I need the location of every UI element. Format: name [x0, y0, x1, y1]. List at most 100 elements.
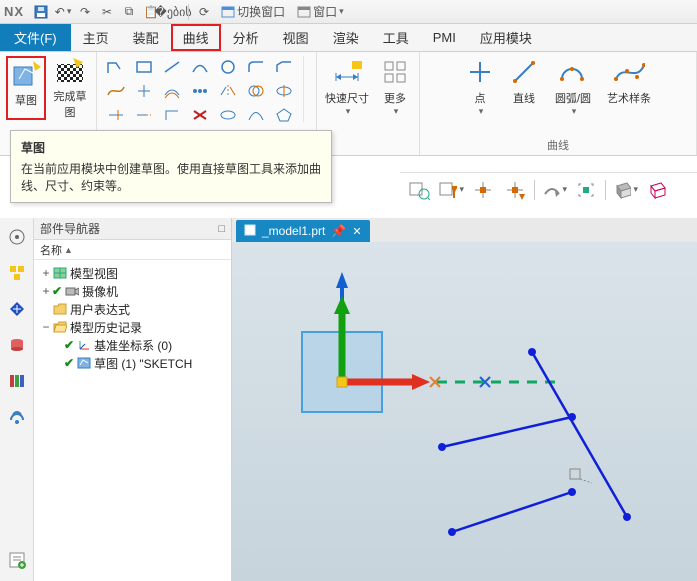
- rail-library-icon[interactable]: [4, 368, 30, 394]
- save-icon[interactable]: [32, 3, 50, 21]
- quick-dimension-label: 快速尺寸: [325, 90, 369, 106]
- tool-rectangle-icon[interactable]: [131, 56, 157, 78]
- art-spline-label: 艺术样条: [607, 90, 651, 106]
- menu-pmi[interactable]: PMI: [421, 24, 468, 51]
- rail-add-icon[interactable]: [4, 547, 30, 573]
- tree-model-views[interactable]: + 模型视图: [36, 264, 229, 282]
- menu-appmodule[interactable]: 应用模块: [468, 24, 544, 51]
- tool-pattern-icon[interactable]: [187, 80, 213, 102]
- cut-icon[interactable]: ✂: [98, 3, 116, 21]
- tool-mirror-icon[interactable]: [215, 80, 241, 102]
- sel-highlight-icon[interactable]: [470, 179, 496, 201]
- navigator-column-header[interactable]: 名称 ▲: [34, 240, 231, 260]
- redo-icon[interactable]: ↷: [76, 3, 94, 21]
- tree-label: 模型视图: [70, 265, 118, 282]
- menu-render[interactable]: 渲染: [321, 24, 371, 51]
- tool-profile-icon[interactable]: [103, 56, 129, 78]
- quick-dimension-button[interactable]: 快速尺寸▾: [323, 56, 371, 120]
- finish-sketch-icon: [54, 56, 86, 86]
- curve-group-label: 曲线: [547, 135, 569, 153]
- view-fit-icon[interactable]: [573, 179, 599, 201]
- arc-circle-button[interactable]: 圆弧/圆▾: [551, 56, 595, 120]
- view-orient-icon[interactable]: ▾: [541, 179, 567, 201]
- tree-sketch-item[interactable]: ✔ 草图 (1) "SKETCH: [36, 354, 229, 372]
- render-wireframe-icon[interactable]: [644, 179, 670, 201]
- toggle-window-button[interactable]: 切换窗口: [217, 3, 289, 21]
- tab-close-icon[interactable]: ✕: [352, 225, 361, 238]
- window-menu-button[interactable]: 窗口▾: [293, 3, 348, 21]
- tool-delete-icon[interactable]: [187, 104, 213, 126]
- props-icon[interactable]: �ების: [164, 3, 182, 21]
- navigator-title-bar: 部件导航器 □: [34, 218, 231, 240]
- more-button[interactable]: 更多▾: [377, 56, 413, 120]
- menu-home[interactable]: 主页: [71, 24, 121, 51]
- separator: [605, 180, 606, 200]
- ribbon-group-curve: 点▾ 直线 圆弧/圆▾ 艺术样条 曲线: [420, 52, 697, 155]
- tool-polygon-icon[interactable]: [271, 104, 297, 126]
- tree-user-expr[interactable]: 用户表达式: [36, 300, 229, 318]
- line-button[interactable]: 直线: [507, 56, 541, 120]
- graphics-viewport[interactable]: [232, 242, 697, 581]
- tool-arc-icon[interactable]: [187, 56, 213, 78]
- tool-project-icon[interactable]: [271, 80, 297, 102]
- line-label: 直线: [513, 90, 535, 106]
- tool-line-icon[interactable]: [159, 56, 185, 78]
- sort-indicator-icon: ▲: [64, 245, 73, 255]
- sel-highlight2-icon[interactable]: [502, 179, 528, 201]
- tree-cameras[interactable]: + ✔ 摄像机: [36, 282, 229, 300]
- sel-filter-icon[interactable]: [406, 179, 432, 201]
- tool-chamfer-icon[interactable]: [271, 56, 297, 78]
- expand-toggle[interactable]: −: [40, 320, 52, 334]
- expand-toggle[interactable]: +: [40, 266, 52, 280]
- menu-assembly[interactable]: 装配: [121, 24, 171, 51]
- work-zone: 部件导航器 □ 名称 ▲ + 模型视图 + ✔ 摄像机 用户表达式: [0, 218, 697, 581]
- undo-icon[interactable]: ↶▾: [54, 3, 72, 21]
- menu-analysis[interactable]: 分析: [221, 24, 271, 51]
- finish-sketch-button[interactable]: 完成草图: [50, 56, 90, 120]
- rail-history-icon[interactable]: [4, 332, 30, 358]
- tree-label: 模型历史记录: [70, 319, 142, 336]
- sel-filter2-icon[interactable]: ▾: [438, 179, 464, 201]
- refresh-icon[interactable]: ⟳: [195, 3, 213, 21]
- sketch-button[interactable]: 草图: [6, 56, 46, 120]
- tool-extend-icon[interactable]: [131, 104, 157, 126]
- rail-constraint-icon[interactable]: [4, 296, 30, 322]
- expand-toggle[interactable]: +: [40, 284, 52, 298]
- tool-point-icon[interactable]: [131, 80, 157, 102]
- menu-tools[interactable]: 工具: [371, 24, 421, 51]
- csys-icon: [76, 338, 92, 352]
- tool-trim-icon[interactable]: [103, 104, 129, 126]
- viewport-svg: [232, 242, 697, 581]
- copy-icon[interactable]: ⧉: [120, 3, 138, 21]
- tool-spline-icon[interactable]: [103, 80, 129, 102]
- menu-view[interactable]: 视图: [271, 24, 321, 51]
- tool-fillet-icon[interactable]: [243, 56, 269, 78]
- camera-icon: [64, 284, 80, 298]
- perpendicular-marker: [570, 469, 592, 483]
- render-shaded-icon[interactable]: ▾: [612, 179, 638, 201]
- finish-sketch-label: 完成草图: [50, 88, 90, 120]
- tree-datum-csys[interactable]: ✔ 基准坐标系 (0): [36, 336, 229, 354]
- pin-icon[interactable]: □: [218, 223, 225, 235]
- point-button[interactable]: 点▾: [463, 56, 497, 120]
- rail-web-icon[interactable]: [4, 404, 30, 430]
- rail-settings-icon[interactable]: [4, 224, 30, 250]
- tool-circle-icon[interactable]: [215, 56, 241, 78]
- tree-history[interactable]: − 模型历史记录: [36, 318, 229, 336]
- tab-pin-icon[interactable]: 📌: [331, 224, 346, 238]
- tool-intersect-icon[interactable]: [243, 80, 269, 102]
- ribbon-group-dim-more: 快速尺寸▾ 更多▾: [317, 52, 420, 155]
- document-tab[interactable]: _model1.prt 📌 ✕: [236, 220, 370, 242]
- tree-label: 草图 (1) "SKETCH: [94, 355, 192, 372]
- tooltip-body: 在当前应用模块中创建草图。使用直接草图工具来添加曲线、尺寸、约束等。: [21, 160, 321, 194]
- point-label: 点: [475, 90, 486, 106]
- art-spline-button[interactable]: 艺术样条: [605, 56, 653, 120]
- tool-ellipse-icon[interactable]: [215, 104, 241, 126]
- file-menu-button[interactable]: 文件(F): [0, 24, 71, 51]
- tool-offset-icon[interactable]: [159, 80, 185, 102]
- tool-corner-icon[interactable]: [159, 104, 185, 126]
- tool-conic-icon[interactable]: [243, 104, 269, 126]
- line-tool-icon: [508, 56, 540, 88]
- menu-curve[interactable]: 曲线: [171, 24, 221, 51]
- rail-assembly-icon[interactable]: [4, 260, 30, 286]
